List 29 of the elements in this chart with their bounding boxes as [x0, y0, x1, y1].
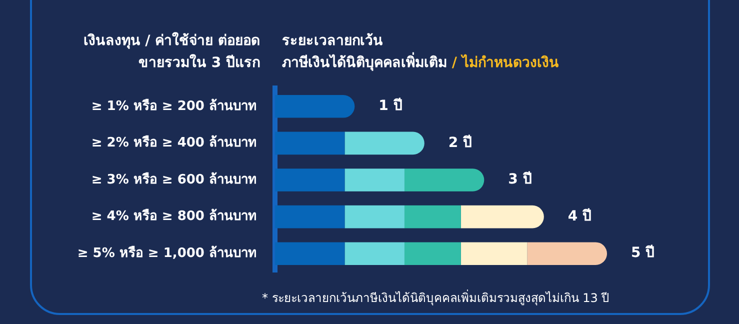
bar — [404, 168, 484, 192]
bar — [275, 168, 345, 192]
bar — [275, 242, 345, 266]
bar — [275, 132, 345, 155]
bar — [275, 94, 355, 118]
y-tick-label: ≥ 3% หรือ ≥ 600 ล้านบาท — [91, 171, 257, 188]
bar — [404, 205, 461, 228]
y-tick-label: ≥ 4% หรือ ≥ 800 ล้านบาท — [91, 208, 257, 224]
bar — [275, 205, 345, 228]
bar — [460, 205, 544, 228]
annotation: 2 ปี — [448, 134, 472, 151]
annotation: 1 ปี — [378, 98, 402, 114]
bar — [344, 132, 424, 155]
text: 5 ปี — [631, 245, 655, 262]
y-tick-label: ≥ 2% หรือ ≥ 400 ล้านบาท — [91, 134, 257, 151]
y-axis-title: เงินลงทุน / ค่าใช้จ่าย ต่อยอดขายรวมใน 3 ปีแรก — [82, 31, 260, 73]
bar — [404, 242, 461, 266]
y-tick-label: ≥ 1% หรือ ≥ 200 ล้านบาท — [91, 98, 257, 114]
annotation: 3 ปี — [508, 172, 532, 188]
bar — [460, 242, 528, 266]
bar — [344, 205, 404, 228]
y-tick-label: ≥ 5% หรือ ≥ 1,000 ล้านบาท — [77, 244, 257, 261]
bar — [344, 168, 404, 192]
annotation: 4 ปี — [568, 208, 592, 224]
bar — [527, 242, 607, 266]
text: * ระยะเวลายกเว้นภาษีเงินได้นิติบุคคลเพิ่มเติมรวมสูงสุดไม่เกิน 13 ปี — [262, 288, 610, 308]
text: / ไม่กำหนดวงเงิน — [452, 55, 559, 71]
chart-title: ระยะเวลายกเว้น — [282, 32, 383, 51]
bar — [344, 242, 404, 266]
